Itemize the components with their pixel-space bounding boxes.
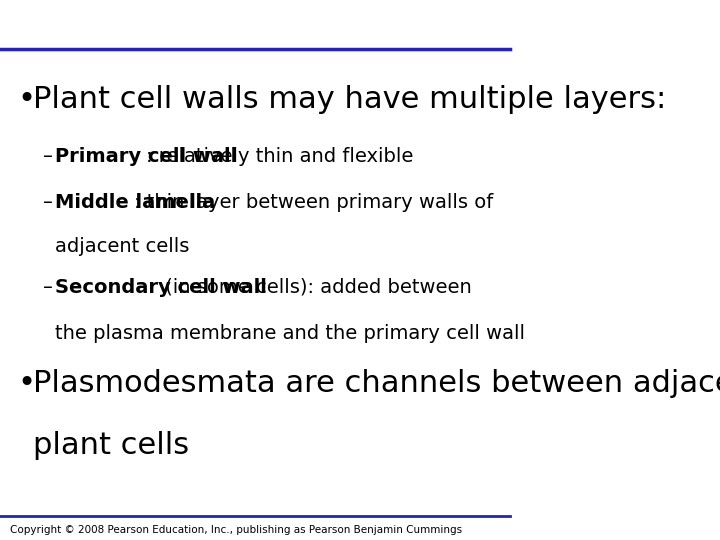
- Text: Copyright © 2008 Pearson Education, Inc., publishing as Pearson Benjamin Cumming: Copyright © 2008 Pearson Education, Inc.…: [10, 525, 462, 535]
- Text: Plasmodesmata are channels between adjacent: Plasmodesmata are channels between adjac…: [33, 369, 720, 398]
- Text: the plasma membrane and the primary cell wall: the plasma membrane and the primary cell…: [55, 323, 525, 343]
- Text: •: •: [18, 369, 36, 398]
- Text: adjacent cells: adjacent cells: [55, 237, 189, 256]
- Text: (in some cells): added between: (in some cells): added between: [158, 278, 472, 297]
- Text: : relatively thin and flexible: : relatively thin and flexible: [145, 147, 413, 166]
- Text: : thin layer between primary walls of: : thin layer between primary walls of: [134, 193, 493, 212]
- Text: Secondary cell wall: Secondary cell wall: [55, 278, 267, 297]
- Text: –: –: [43, 193, 53, 212]
- Text: Plant cell walls may have multiple layers:: Plant cell walls may have multiple layer…: [33, 85, 667, 114]
- Text: –: –: [43, 147, 53, 166]
- Text: plant cells: plant cells: [33, 431, 189, 460]
- Text: Primary cell wall: Primary cell wall: [55, 147, 238, 166]
- Text: •: •: [18, 85, 36, 114]
- Text: Middle lamella: Middle lamella: [55, 193, 215, 212]
- Text: –: –: [43, 278, 53, 297]
